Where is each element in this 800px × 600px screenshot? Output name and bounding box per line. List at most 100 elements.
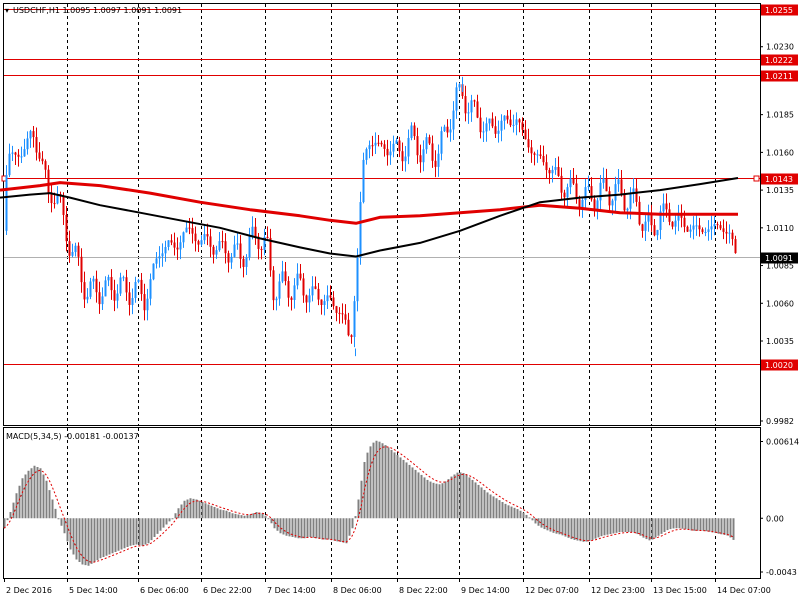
level-label: 1.0222	[765, 56, 793, 65]
candle-body	[368, 145, 371, 150]
candle-body	[152, 263, 155, 280]
candle-body	[485, 123, 488, 132]
candle-body	[527, 139, 530, 148]
candle-body	[329, 295, 332, 298]
macd-bar	[189, 498, 192, 519]
macd-bar	[600, 518, 603, 537]
y-tick-label: 1.0185	[766, 111, 794, 120]
macd-bar	[204, 503, 207, 519]
macd-bar	[96, 518, 99, 561]
macd-bar	[453, 474, 456, 519]
x-tick-label: 2 Dec 2016	[6, 586, 52, 595]
candle-body	[275, 298, 278, 301]
candle-body	[611, 200, 614, 206]
macd-bar	[492, 496, 495, 519]
candle-body	[515, 119, 518, 125]
candle-body	[29, 131, 32, 139]
candle-body	[380, 142, 383, 145]
candle-body	[377, 142, 380, 144]
candle-body	[305, 295, 308, 303]
macd-bar	[27, 470, 30, 519]
macd-bar	[564, 518, 567, 537]
candle-body	[254, 226, 257, 237]
macd-bar	[471, 479, 474, 519]
macd-bar	[318, 518, 321, 539]
candle-body	[296, 273, 299, 286]
macd-bar	[210, 505, 213, 519]
candle-body	[194, 233, 197, 242]
macd-bar	[198, 500, 201, 519]
macd-bar	[33, 465, 36, 519]
macd-bar	[345, 518, 348, 544]
macd-bar	[522, 512, 525, 519]
macd-bar	[255, 512, 258, 519]
macd-bar	[18, 485, 21, 519]
macd-bar	[102, 518, 105, 557]
candle-body	[89, 281, 92, 297]
candle-body	[701, 229, 704, 233]
candle-body	[269, 237, 272, 271]
macd-bar	[84, 518, 87, 566]
x-tick-label: 6 Dec 22:00	[203, 586, 252, 595]
candle-body	[143, 294, 146, 311]
macd-bar	[126, 518, 129, 547]
candle-body	[62, 196, 65, 215]
macd-bar	[144, 518, 147, 545]
candle-body	[218, 241, 221, 251]
candle-body	[467, 112, 470, 114]
candle-body	[551, 169, 554, 174]
macd-bar	[51, 499, 54, 519]
candle-body	[440, 131, 443, 154]
candle-body	[602, 178, 605, 183]
candle-body	[167, 240, 170, 248]
candle-body	[290, 297, 293, 300]
candle-body	[449, 129, 452, 133]
macd-y-tick-label: 0.00	[766, 514, 784, 523]
candle-body	[713, 224, 716, 227]
candle-body	[413, 125, 416, 137]
macd-bar	[426, 479, 429, 519]
macd-bar	[252, 513, 255, 519]
macd-bar	[303, 518, 306, 539]
candle-body	[92, 278, 95, 282]
candle-body	[437, 153, 440, 167]
level-label-bg	[761, 4, 798, 16]
macd-bar	[375, 440, 378, 519]
x-tick-label: 5 Dec 14:00	[69, 586, 118, 595]
candle-body	[113, 290, 116, 301]
macd-bar	[333, 518, 336, 541]
macd-bar	[246, 515, 249, 519]
macd-bar	[372, 442, 375, 519]
x-tick-label: 13 Dec 15:00	[653, 586, 707, 595]
macd-bar	[585, 518, 588, 542]
candle-body	[341, 313, 344, 315]
candle-body	[560, 175, 563, 193]
macd-bar	[357, 499, 360, 519]
macd-bar	[207, 504, 210, 519]
candle-body	[626, 208, 629, 211]
macd-bar	[402, 459, 405, 519]
candle-body	[359, 202, 362, 258]
macd-bar	[45, 480, 48, 519]
macd-bar	[294, 518, 297, 538]
candle-body	[620, 179, 623, 195]
y-tick-label: 1.0085	[766, 262, 794, 271]
candle-body	[545, 162, 548, 171]
level-label: 1.0255	[765, 6, 793, 15]
macd-bar	[480, 487, 483, 519]
candle-body	[605, 178, 608, 192]
candle-body	[647, 214, 650, 222]
dropdown-arrow-icon[interactable]: ▾	[5, 6, 9, 15]
macd-bar	[513, 507, 516, 519]
macd-bar	[279, 518, 282, 534]
macd-bar	[201, 502, 204, 519]
candle-body	[83, 282, 86, 300]
candle-body	[683, 217, 686, 227]
macd-bar	[672, 518, 675, 529]
candle-body	[425, 137, 428, 150]
candle-body	[170, 240, 173, 243]
macd-bar	[195, 499, 198, 519]
macd-bar	[315, 518, 318, 539]
macd-bar	[138, 518, 141, 546]
macd-bar	[450, 476, 453, 519]
